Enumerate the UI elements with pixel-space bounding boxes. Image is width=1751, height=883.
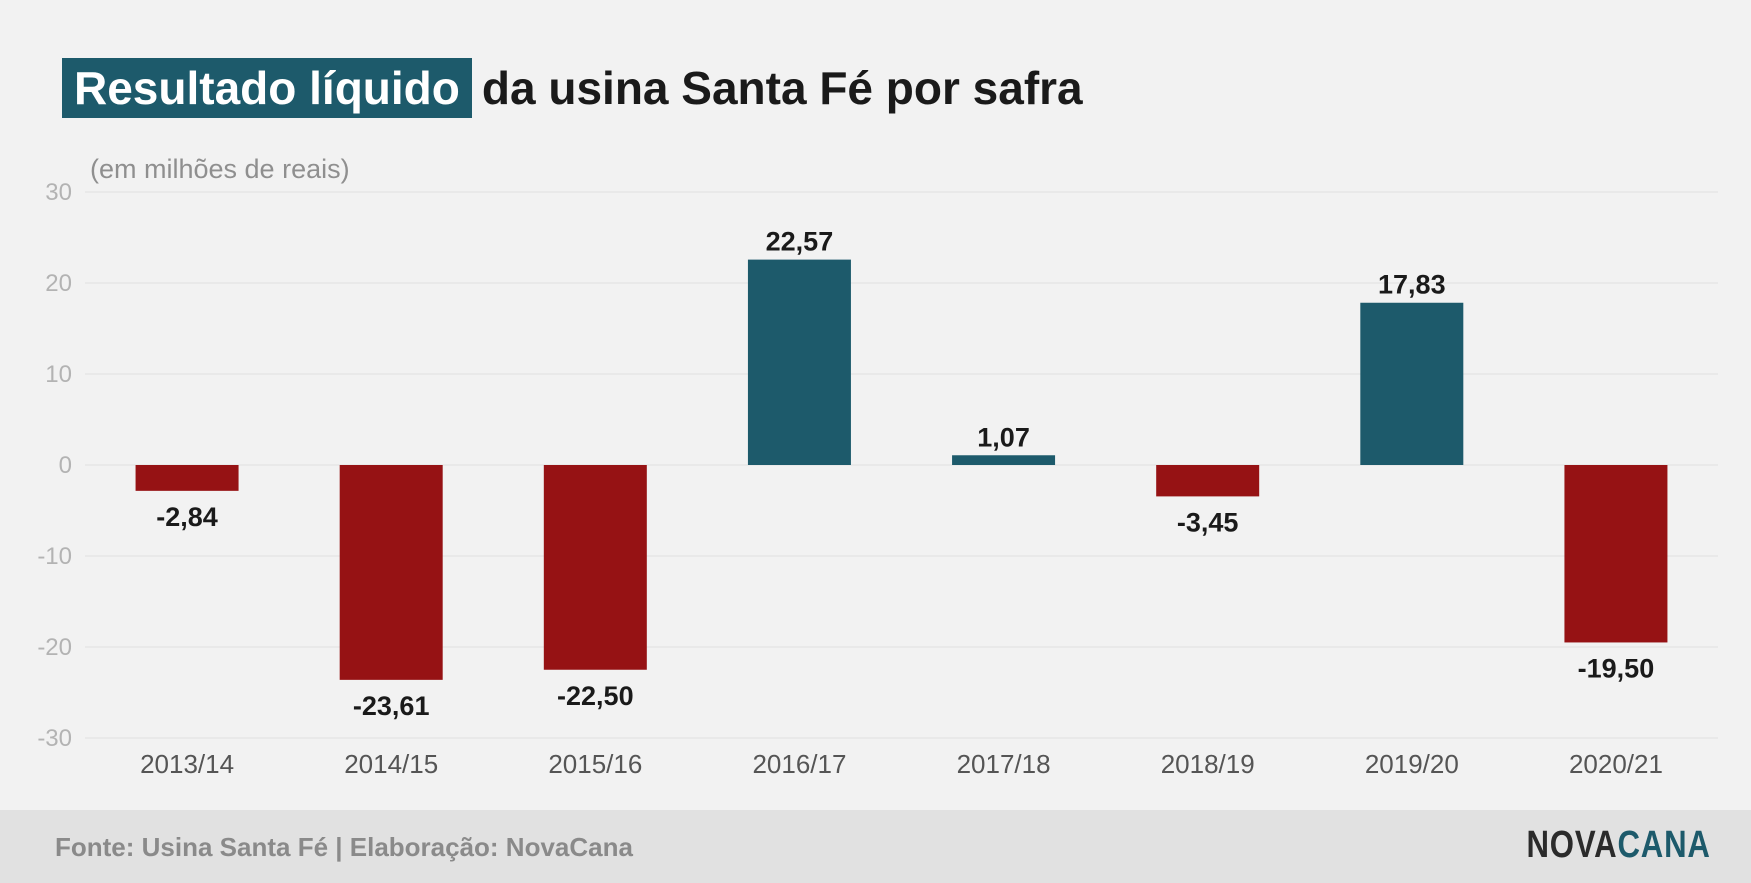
logo-part-nova: NOVA — [1526, 824, 1618, 866]
bar-2016-17 — [747, 259, 851, 465]
title-highlight: Resultado líquido — [62, 58, 472, 118]
bar-2020-21 — [1564, 465, 1668, 643]
data-label: 22,57 — [766, 227, 834, 257]
data-labels: -2,84 -23,61 -22,50 22,57 1,07 -3,45 17,83 -19,… — [156, 227, 1654, 721]
data-label: -22,50 — [557, 681, 634, 711]
y-tick-label: 30 — [45, 179, 72, 206]
y-tick-label: 20 — [45, 270, 72, 297]
bar-2017-18 — [952, 455, 1056, 465]
bar-2014-15 — [339, 465, 443, 680]
title-rest: da usina Santa Fé por safra — [481, 62, 1083, 114]
bar-2015-16 — [543, 465, 647, 670]
novacana-logo: NOVACANA — [1527, 824, 1711, 867]
x-tick-label: 2013/14 — [140, 749, 234, 779]
data-label: 17,83 — [1378, 270, 1446, 300]
x-tick-label: 2017/18 — [957, 749, 1051, 779]
x-tick-label: 2019/20 — [1365, 749, 1459, 779]
y-tick-label: 0 — [59, 452, 72, 479]
data-label: -23,61 — [353, 691, 430, 721]
x-axis: 2013/14 2014/15 2015/16 2016/17 2017/18 2018/… — [140, 749, 1663, 779]
y-tick-label: 10 — [45, 361, 72, 388]
y-tick-label: -30 — [37, 725, 72, 752]
data-label: -3,45 — [1177, 507, 1239, 537]
data-label: 1,07 — [977, 422, 1030, 452]
bar-2019-20 — [1360, 302, 1464, 465]
x-tick-label: 2014/15 — [344, 749, 438, 779]
x-tick-label: 2015/16 — [548, 749, 642, 779]
bar-2013-14 — [135, 465, 239, 491]
chart-title: Resultado líquido da usina Santa Fé por … — [62, 58, 1083, 118]
source-note: Fonte: Usina Santa Fé | Elaboração: Nova… — [55, 832, 633, 862]
bar-2018-19 — [1156, 465, 1260, 497]
y-tick-label: -10 — [37, 543, 72, 570]
x-tick-label: 2020/21 — [1569, 749, 1663, 779]
footer: Fonte: Usina Santa Fé | Elaboração: Nova… — [0, 810, 1751, 883]
x-tick-label: 2016/17 — [752, 749, 846, 779]
y-tick-label: -20 — [37, 634, 72, 661]
gridlines — [85, 191, 1718, 739]
bar-chart: (em milhões de reais) 30 20 10 0 -10 -20 -30 -… — [37, 154, 1718, 779]
data-label: -2,84 — [156, 502, 218, 532]
data-label: -19,50 — [1578, 653, 1655, 683]
y-axis: 30 20 10 0 -10 -20 -30 — [37, 179, 72, 752]
logo-part-cana: CANA — [1617, 824, 1711, 866]
x-tick-label: 2018/19 — [1161, 749, 1255, 779]
chart-subtitle: (em milhões de reais) — [90, 154, 350, 184]
bars — [135, 259, 1668, 680]
